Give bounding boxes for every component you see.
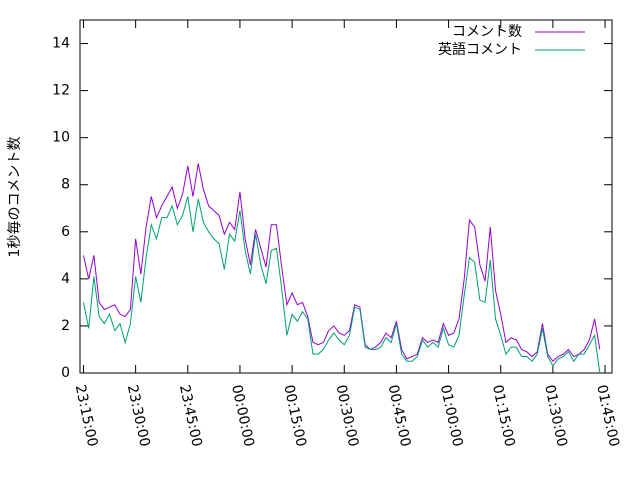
x-tick-label: 01:45:00 <box>593 383 622 448</box>
y-tick-label: 8 <box>61 177 70 193</box>
y-axis-label: 1秒毎のコメント数 <box>7 137 23 258</box>
y-tick-label: 0 <box>61 365 70 381</box>
x-tick-label: 01:00:00 <box>437 383 466 448</box>
x-tick-label: 23:30:00 <box>124 383 153 448</box>
y-tick-label: 6 <box>61 224 70 240</box>
x-tick-label: 23:45:00 <box>176 383 205 448</box>
y-tick-label: 12 <box>52 83 70 99</box>
y-tick-label: 14 <box>52 36 70 52</box>
x-tick-label: 01:15:00 <box>489 383 518 448</box>
legend-label: コメント数 <box>452 24 522 40</box>
x-tick-label: 00:15:00 <box>280 383 309 448</box>
x-tick-label: 23:15:00 <box>72 383 101 448</box>
x-tick-label: 00:45:00 <box>385 383 414 448</box>
series-line <box>82 163 601 362</box>
legend-label: 英語コメント <box>438 41 522 58</box>
y-tick-label: 2 <box>61 318 70 334</box>
x-tick-label: 00:30:00 <box>332 383 361 448</box>
y-tick-label: 10 <box>52 130 70 146</box>
x-tick-label: 00:00:00 <box>228 383 257 448</box>
plot-frame <box>79 19 613 374</box>
x-tick-label: 01:30:00 <box>541 383 570 448</box>
y-tick-label: 4 <box>61 271 70 287</box>
series-line <box>82 196 601 374</box>
